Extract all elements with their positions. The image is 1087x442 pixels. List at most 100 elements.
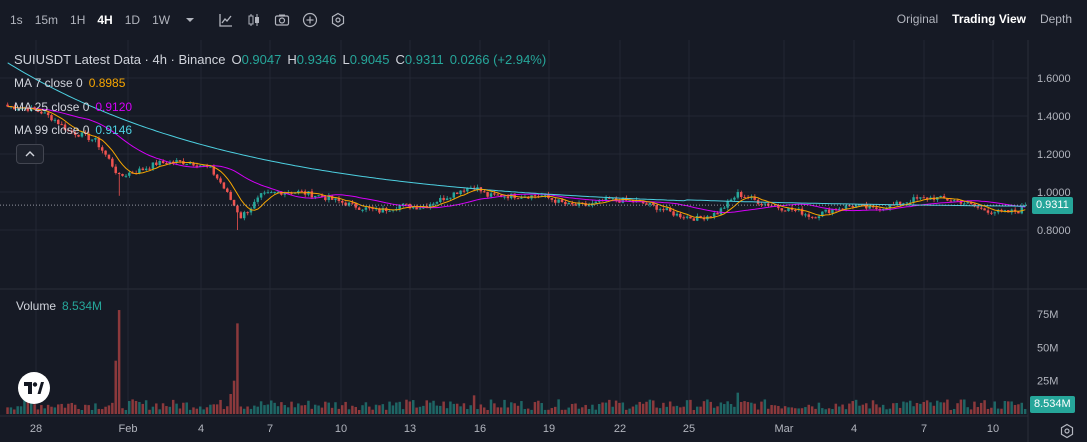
volume-bar <box>861 404 865 414</box>
time-tick-label: 25 <box>683 423 695 435</box>
volume-bar <box>942 402 946 414</box>
candle <box>783 210 787 212</box>
volume-bar <box>814 408 817 414</box>
candle <box>679 213 682 218</box>
volume-bar <box>689 399 692 414</box>
camera-icon[interactable] <box>268 8 296 32</box>
volume-tick-label: 25M <box>1037 376 1058 388</box>
candle <box>827 209 831 214</box>
volume-bar <box>513 403 516 414</box>
timeframe-1h[interactable]: 1H <box>70 13 86 27</box>
candle <box>242 212 246 219</box>
volume-bar <box>293 407 297 414</box>
volume-bar <box>249 408 253 414</box>
volume-bar <box>486 409 489 414</box>
candle <box>236 205 239 213</box>
candle <box>401 203 405 206</box>
volume-bar <box>496 407 499 414</box>
candle <box>100 147 104 151</box>
volume-bar <box>983 400 986 414</box>
candle <box>628 200 631 202</box>
settings-hex-icon[interactable] <box>324 8 352 32</box>
open-value: 0.9047 <box>241 52 282 68</box>
volume-bar <box>195 408 199 414</box>
volume-bar <box>283 405 287 414</box>
volume-bar <box>40 405 43 414</box>
chart-settings-button[interactable] <box>1057 421 1077 441</box>
legend-collapse-button[interactable] <box>16 144 44 164</box>
time-tick-label: 4 <box>198 423 204 435</box>
volume-bar <box>97 408 101 414</box>
volume-bar <box>695 406 699 414</box>
candle <box>760 203 763 205</box>
volume-bar <box>564 409 567 414</box>
timeframe-1d[interactable]: 1D <box>124 13 141 27</box>
candle <box>631 200 635 202</box>
tradingview-logo-icon[interactable] <box>18 372 50 404</box>
volume-bar <box>868 408 871 414</box>
candle <box>608 197 611 199</box>
add-icon[interactable] <box>296 8 324 32</box>
timeframe-15m[interactable]: 15m <box>34 13 59 27</box>
volume-bar <box>229 394 232 414</box>
volume-bar <box>523 408 527 414</box>
volume-bar <box>239 406 243 414</box>
volume-bar <box>378 405 381 414</box>
candle <box>232 199 236 206</box>
candle <box>428 204 432 208</box>
volume-bar <box>320 407 324 414</box>
volume-bar <box>652 400 655 414</box>
low-value: 0.9045 <box>349 52 390 68</box>
candle <box>297 190 300 193</box>
candle <box>807 214 811 217</box>
candle <box>658 209 662 211</box>
ma99-row[interactable]: MA 99 close 0 0.9146 <box>14 119 546 143</box>
timeframe-4h[interactable]: 4H <box>97 13 113 27</box>
candle <box>655 204 658 210</box>
candle <box>699 215 702 218</box>
candle <box>594 201 598 204</box>
chart-area[interactable]: 1.6000 1.4000 1.2000 1.0000 0.8000 75M 50M 25M 2… <box>0 40 1087 442</box>
timeframe-1w[interactable]: 1W <box>152 13 171 27</box>
candle <box>249 208 253 213</box>
volume-bar <box>733 406 736 414</box>
chevron-down-icon[interactable] <box>176 8 204 32</box>
volume-bar <box>878 407 882 414</box>
ma25-row[interactable]: MA 25 close 0 0.9120 <box>14 95 546 119</box>
candle <box>344 202 347 206</box>
volume-bar <box>712 407 716 414</box>
candle <box>219 178 222 183</box>
candle <box>418 208 422 210</box>
candle <box>63 124 67 131</box>
volume-bar <box>36 409 40 414</box>
volume-bar <box>148 409 151 414</box>
volume-bar <box>452 403 456 414</box>
volume-bar <box>594 409 598 414</box>
timeframe-1s[interactable]: 1s <box>10 13 23 27</box>
volume-bar <box>73 404 77 414</box>
ma7-row[interactable]: MA 7 close 0 0.8985 <box>14 72 546 96</box>
price-chart[interactable]: 1.6000 1.4000 1.2000 1.0000 0.8000 75M 50M 25M 2… <box>0 40 1087 442</box>
volume-bar <box>401 409 405 414</box>
volume-bar <box>202 409 205 414</box>
volume-bar <box>469 405 472 414</box>
view-original[interactable]: Original <box>896 12 939 26</box>
price-tick-label: 1.6000 <box>1037 73 1071 85</box>
volume-bar <box>608 399 611 414</box>
change-value: 0.0266 (+2.94%) <box>449 52 547 68</box>
volume-bar <box>584 404 587 414</box>
volume-bar <box>810 406 814 414</box>
candle <box>111 158 114 167</box>
candle <box>19 108 23 110</box>
close-key: C <box>395 52 405 68</box>
volume-bar <box>905 402 909 414</box>
candle-type-icon[interactable] <box>240 8 268 32</box>
view-trading-view[interactable]: Trading View <box>952 12 1026 26</box>
indicators-icon[interactable] <box>212 8 240 32</box>
candle <box>723 207 726 209</box>
volume-bar <box>87 405 90 414</box>
view-depth[interactable]: Depth <box>1039 12 1072 26</box>
volume-bar <box>222 409 226 414</box>
candle <box>114 166 117 173</box>
volume-bar <box>199 406 202 414</box>
